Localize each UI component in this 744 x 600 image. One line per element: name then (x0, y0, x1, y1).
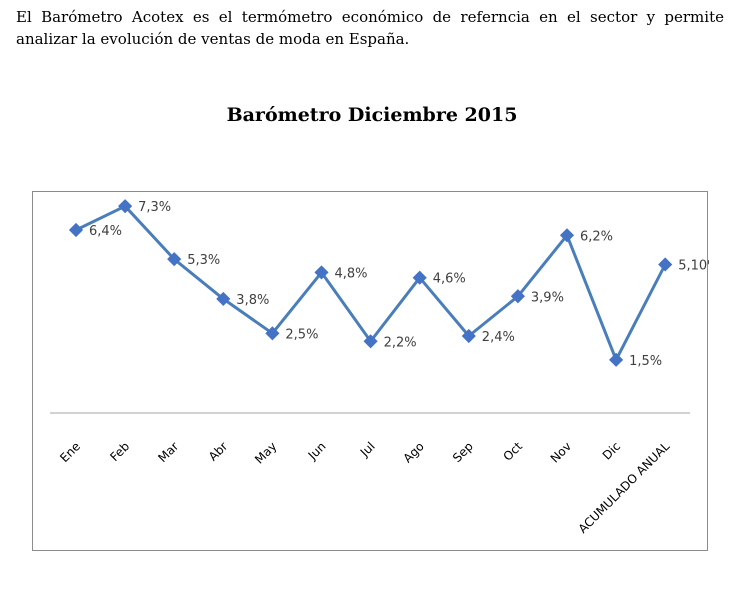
data-point-marker (314, 265, 329, 280)
data-label: 4,6% (433, 272, 466, 287)
data-point-marker (658, 257, 673, 272)
x-tick-label: Ago (401, 439, 427, 465)
data-point-marker (363, 334, 378, 349)
data-label: 4,8% (335, 266, 368, 281)
x-tick-label: ACUMULADO ANUAL (576, 439, 673, 536)
x-tick-label: Nov (548, 439, 574, 465)
data-label: 2,5% (285, 327, 318, 342)
data-label: 5,3% (187, 253, 220, 268)
data-label: 6,2% (580, 229, 613, 244)
data-point-marker (510, 289, 525, 304)
data-label: 2,4% (482, 330, 515, 345)
data-point-marker (265, 326, 280, 341)
x-tick-label: Jul (357, 439, 378, 460)
x-tick-label: Ene (57, 439, 83, 465)
data-label: 6,4% (89, 224, 122, 239)
chart-title: Barómetro Diciembre 2015 (226, 104, 518, 126)
chart-frame: 6,4% Ene 7,3% Feb 5,3% Mar 3,8% Abr 2,5% May 4,8% J… (32, 191, 709, 551)
data-label: 2,2% (384, 335, 417, 350)
data-point-marker (118, 199, 133, 214)
x-tick-label: Feb (107, 439, 132, 464)
x-tick-label: Abr (206, 439, 231, 464)
data-point-marker (609, 352, 624, 367)
data-label: 1,5% (629, 354, 662, 369)
x-tick-label: Mar (155, 439, 181, 465)
x-tick-label: Sep (450, 439, 476, 465)
data-label: 5,10% (678, 258, 709, 273)
data-point-marker (461, 328, 476, 344)
data-label: 7,3% (138, 200, 171, 215)
data-point-marker (68, 222, 84, 238)
x-tick-label: Jun (305, 439, 329, 463)
x-tick-label: May (252, 439, 279, 466)
data-point-marker (559, 228, 575, 243)
data-point-marker (216, 291, 231, 306)
data-point-marker (412, 270, 427, 285)
line-chart: 6,4% Ene 7,3% Feb 5,3% Mar 3,8% Abr 2,5% May 4,8% J… (50, 199, 709, 536)
x-tick-label: Dic (600, 439, 623, 462)
data-label: 3,8% (236, 293, 269, 308)
x-tick-label: Oct (500, 439, 525, 464)
data-label: 3,9% (531, 290, 564, 305)
data-point-marker (167, 252, 182, 267)
intro-paragraph: El Barómetro Acotex es el termómetro eco… (16, 8, 724, 48)
